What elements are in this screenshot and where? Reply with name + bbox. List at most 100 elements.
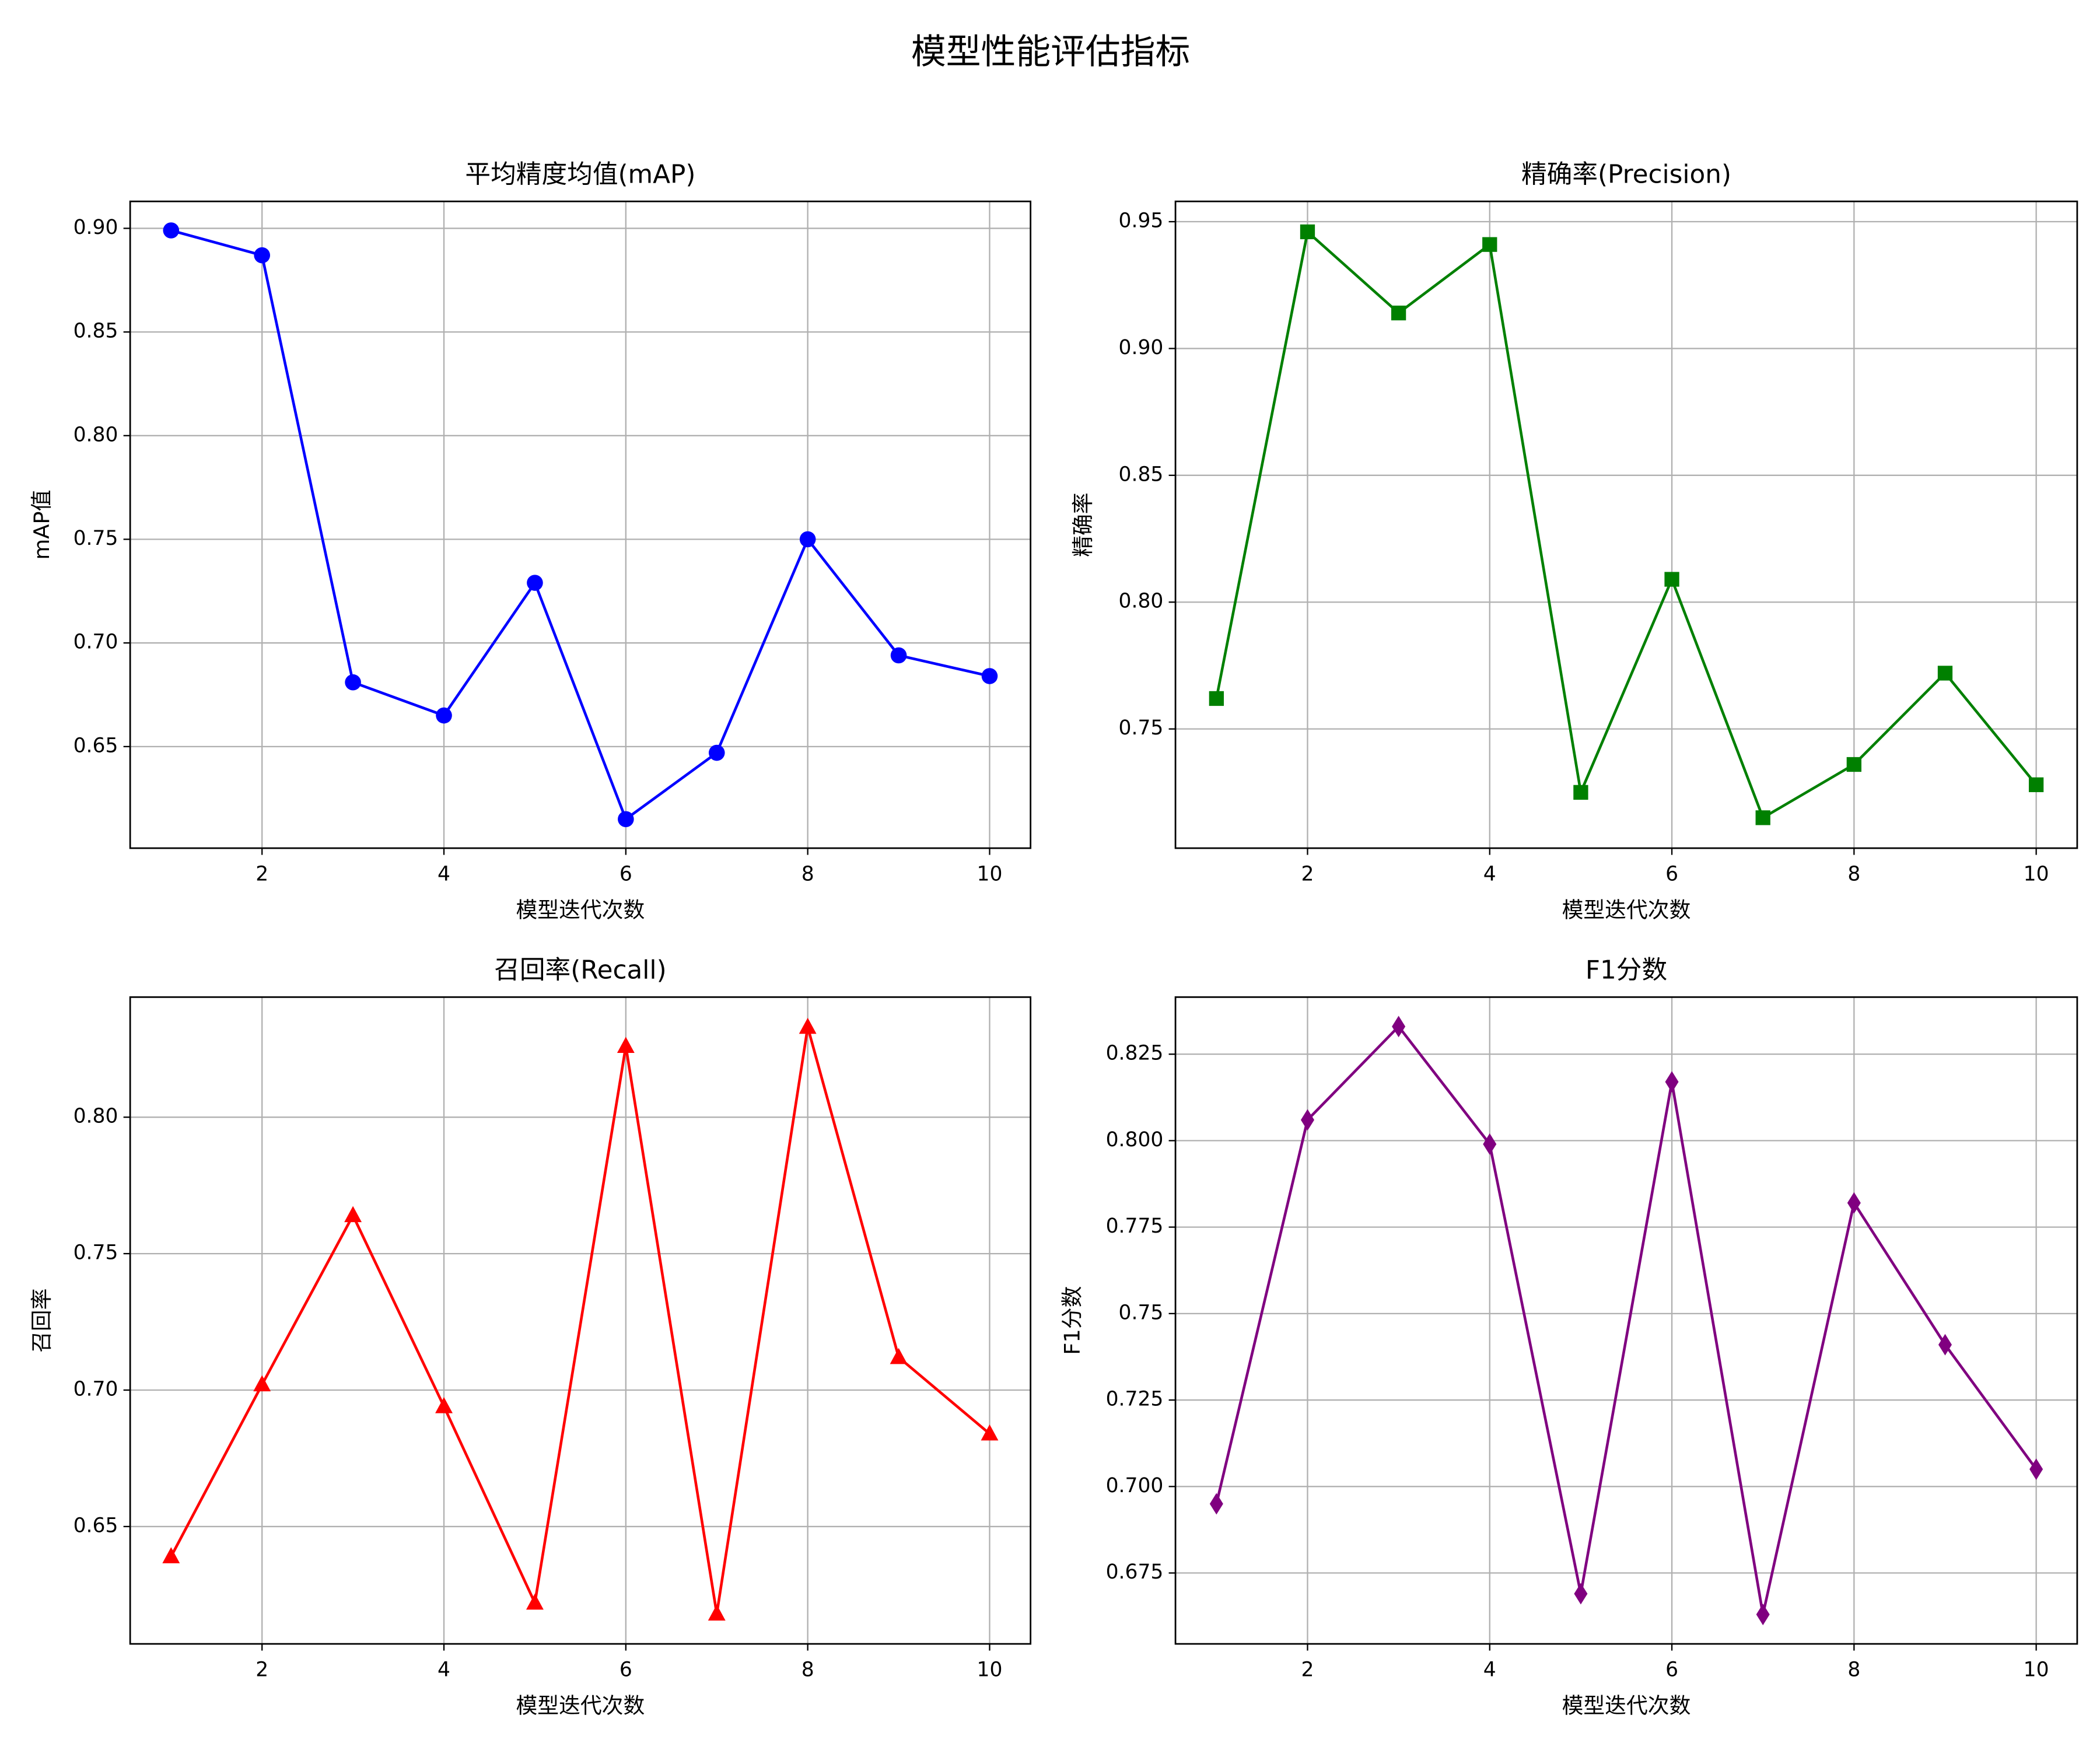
- y-tick-label: 0.70: [74, 1378, 118, 1401]
- marker: [1846, 757, 1861, 772]
- data-line: [170, 229, 990, 821]
- marker: [162, 1547, 180, 1563]
- marker: [435, 1396, 453, 1413]
- x-axis-label: 模型迭代次数: [1562, 1693, 1691, 1718]
- y-tick-label: 0.75: [74, 527, 118, 550]
- marker: [981, 1424, 999, 1441]
- y-tick-label: 0.675: [1106, 1560, 1164, 1584]
- marker: [1300, 224, 1315, 240]
- y-tick-label: 0.75: [74, 1241, 118, 1265]
- y-tick-label: 0.80: [74, 423, 118, 446]
- subplot-title: F1分数: [1586, 956, 1667, 985]
- x-tick-label: 2: [1301, 1658, 1314, 1682]
- subplot: 平均精度均值(mAP) 模型迭代次数 mAP值 2 4 6 8 10 0.65 0.70 0.75 0…: [29, 160, 1032, 923]
- y-tick-label: 0.95: [1119, 209, 1164, 233]
- y-tick-label: 0.80: [1119, 590, 1164, 613]
- marker: [1482, 237, 1497, 252]
- x-tick-label: 8: [1847, 862, 1860, 886]
- x-tick-label: 2: [256, 862, 268, 886]
- y-tick-label: 0.85: [74, 320, 118, 343]
- x-tick-label: 10: [977, 1658, 1003, 1682]
- marker: [708, 744, 725, 761]
- marker: [890, 1348, 908, 1364]
- marker: [981, 668, 998, 684]
- x-tick-label: 6: [1665, 862, 1678, 886]
- marker: [1756, 1604, 1770, 1626]
- marker: [1573, 785, 1588, 800]
- marker: [527, 575, 543, 591]
- x-tick-label: 2: [1301, 862, 1314, 886]
- x-tick-label: 4: [1483, 1658, 1496, 1682]
- x-tick-label: 4: [438, 862, 450, 886]
- marker: [799, 531, 816, 548]
- y-tick-label: 0.75: [1119, 1301, 1164, 1324]
- y-axis-label: 精确率: [1070, 492, 1096, 556]
- marker: [1300, 1109, 1314, 1131]
- subplot-title: 召回率(Recall): [494, 956, 667, 985]
- x-tick-label: 10: [2024, 1658, 2049, 1682]
- x-tick-label: 6: [1665, 1658, 1678, 1682]
- marker: [1937, 666, 1953, 681]
- figure-title: 模型性能评估指标: [911, 32, 1190, 72]
- marker: [799, 1017, 817, 1034]
- y-tick-label: 0.75: [1119, 716, 1164, 740]
- y-tick-label: 0.725: [1106, 1388, 1164, 1411]
- x-tick-label: 6: [620, 862, 632, 886]
- x-axis-label: 模型迭代次数: [516, 1693, 645, 1718]
- subplot: 精确率(Precision) 模型迭代次数 精确率 2 4 6 8 10 0.75 0.80 0.8…: [1070, 160, 2078, 923]
- y-tick-label: 0.65: [74, 1514, 118, 1537]
- y-tick-label: 0.825: [1106, 1042, 1164, 1065]
- marker: [1391, 305, 1406, 321]
- x-tick-label: 2: [256, 1658, 268, 1682]
- x-tick-label: 8: [802, 862, 814, 886]
- marker: [436, 707, 452, 724]
- marker: [526, 1593, 544, 1610]
- marker: [1665, 1071, 1679, 1093]
- data-line: [170, 1027, 991, 1614]
- x-tick-label: 4: [438, 1658, 450, 1682]
- marker: [1755, 810, 1770, 825]
- marker: [163, 222, 180, 239]
- y-axis-label: mAP值: [29, 490, 54, 560]
- marker: [2028, 777, 2044, 792]
- marker: [253, 1375, 271, 1392]
- marker: [1483, 1133, 1497, 1155]
- y-tick-label: 0.90: [1119, 336, 1164, 359]
- axes-frame: [1174, 200, 2078, 849]
- subplot-title: 平均精度均值(mAP): [465, 160, 695, 190]
- marker: [1209, 691, 1224, 706]
- y-tick-label: 0.800: [1106, 1128, 1164, 1152]
- marker: [254, 247, 271, 264]
- subplot-title: 精确率(Precision): [1521, 160, 1731, 190]
- x-tick-label: 10: [2024, 862, 2049, 886]
- marker: [344, 1206, 362, 1223]
- marker: [1209, 1493, 1223, 1515]
- subplot: 召回率(Recall) 模型迭代次数 召回率 2 4 6 8 10 0.65 0.70 0.75 0.…: [29, 956, 1032, 1718]
- y-axis-label: F1分数: [1060, 1286, 1085, 1355]
- x-axis-label: 模型迭代次数: [1562, 898, 1691, 923]
- x-tick-label: 8: [802, 1658, 814, 1682]
- axes-frame: [1174, 996, 2078, 1645]
- data-line: [1215, 1024, 2038, 1615]
- marker: [617, 1037, 635, 1054]
- marker: [345, 674, 361, 691]
- marker: [708, 1604, 726, 1621]
- x-tick-label: 4: [1483, 862, 1496, 886]
- x-tick-label: 8: [1847, 1658, 1860, 1682]
- y-tick-label: 0.775: [1106, 1214, 1164, 1238]
- x-tick-label: 10: [977, 862, 1003, 886]
- marker: [1664, 572, 1679, 587]
- y-tick-label: 0.65: [74, 734, 118, 757]
- y-tick-label: 0.90: [74, 216, 118, 239]
- y-tick-label: 0.70: [74, 631, 118, 654]
- x-tick-label: 6: [620, 1658, 632, 1682]
- axes-frame: [129, 996, 1032, 1645]
- marker: [618, 811, 634, 828]
- data-line: [1215, 229, 2038, 820]
- x-axis-label: 模型迭代次数: [516, 898, 645, 923]
- axes-frame: [129, 200, 1032, 849]
- y-axis-label: 召回率: [29, 1289, 54, 1353]
